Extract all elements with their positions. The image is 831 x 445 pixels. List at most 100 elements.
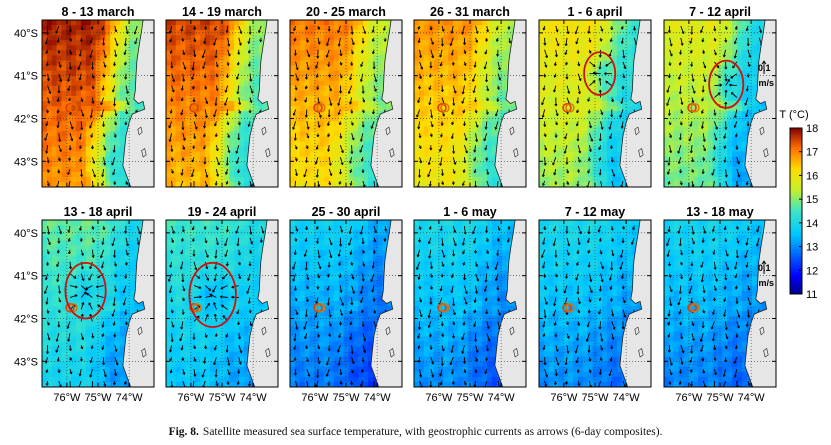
sst-cell [573, 85, 579, 92]
sst-cell [219, 30, 226, 36]
sst-cell [239, 126, 245, 132]
sst-cell [491, 166, 498, 173]
sst-cell [85, 141, 92, 148]
current-arrow [370, 121, 375, 129]
sst-cell [105, 95, 111, 102]
sst-cell [472, 171, 478, 178]
sst-cell [304, 45, 311, 51]
sst-cell [175, 136, 182, 143]
sst-cell [290, 146, 296, 153]
sst-cell [372, 70, 379, 77]
sst-cell [195, 126, 201, 132]
sst-cell [294, 141, 301, 148]
sst-cell [573, 100, 579, 107]
sst-cell [175, 111, 182, 117]
sst-cell [51, 166, 58, 173]
sst-cell [363, 121, 369, 127]
current-arrow-head [475, 139, 479, 142]
sst-cell [309, 60, 315, 67]
sst-cell [414, 55, 420, 62]
sst-cell [71, 35, 77, 41]
current-arrow-head [124, 43, 128, 47]
sst-cell [219, 116, 226, 122]
sst-cell [309, 151, 315, 158]
current-arrow-head [191, 67, 195, 71]
sst-cell [353, 121, 359, 127]
sst-cell [66, 151, 72, 158]
current-arrow-head [542, 27, 546, 31]
sst-cell [229, 106, 235, 112]
sst-cell [80, 30, 87, 36]
sst-cell [353, 171, 359, 178]
sst-cell [348, 55, 354, 62]
sst-cell [309, 100, 315, 107]
sst-cell [319, 30, 325, 36]
sst-cell [200, 146, 206, 153]
current-arrow-head [383, 28, 386, 31]
current-arrow-head [190, 174, 194, 178]
sst-cell [248, 95, 255, 102]
sst-cell [333, 166, 340, 173]
sst-cell [438, 65, 444, 72]
sst-cell [304, 176, 311, 183]
sst-cell [234, 121, 240, 127]
current-arrow [452, 97, 455, 106]
sst-cell [573, 151, 579, 158]
sst-cell [539, 25, 545, 31]
sst-cell [563, 111, 569, 117]
current-arrow-head [588, 50, 592, 54]
sst-cell [80, 166, 87, 173]
sst-cell [543, 116, 550, 122]
sst-cell [423, 50, 430, 57]
sst-cell [592, 116, 599, 122]
sst-cell [443, 116, 449, 122]
current-arrow [360, 73, 364, 82]
sst-cell [299, 90, 306, 97]
sst-cell [190, 60, 196, 67]
sst-cell [304, 90, 311, 97]
sst-cell [363, 65, 369, 72]
sst-cell [61, 106, 67, 112]
current-arrow [292, 121, 297, 130]
sst-cell [66, 70, 72, 77]
sst-cell [80, 40, 87, 46]
sst-cell [294, 131, 301, 137]
sst-cell [319, 80, 325, 87]
sst-cell [66, 141, 72, 148]
sst-cell [299, 35, 306, 41]
sst-cell [124, 116, 131, 122]
sst-cell [582, 116, 589, 122]
sst-cell [602, 85, 608, 92]
sst-cell [367, 45, 374, 51]
sst-cell [61, 70, 67, 77]
sst-cell [563, 80, 569, 87]
sst-cell [204, 40, 211, 46]
sst-cell [438, 151, 444, 158]
current-arrow-head [249, 100, 253, 103]
current-arrow-head [114, 122, 117, 126]
sst-cell [319, 156, 325, 163]
sst-cell [602, 75, 608, 82]
sst-cell [115, 75, 121, 82]
current-arrow-head [46, 78, 50, 82]
current-arrow-head [440, 123, 444, 126]
sst-cell [119, 30, 126, 36]
sst-cell [180, 176, 187, 183]
current-arrow [441, 169, 444, 176]
sst-cell [185, 30, 191, 36]
current-arrow-head [361, 91, 365, 94]
sst-cell [467, 146, 474, 153]
sst-cell [76, 40, 82, 46]
sst-cell [51, 126, 58, 132]
sst-cell [577, 146, 584, 153]
sst-cell [553, 85, 560, 92]
sst-cell [548, 121, 555, 127]
sst-cell [543, 176, 550, 183]
sst-cell [414, 131, 420, 137]
sst-cell [209, 151, 216, 158]
sst-cell [294, 55, 301, 62]
sst-cell [71, 65, 77, 72]
sst-cell [204, 141, 211, 148]
current-arrow [451, 25, 454, 34]
sst-cell [105, 35, 111, 41]
